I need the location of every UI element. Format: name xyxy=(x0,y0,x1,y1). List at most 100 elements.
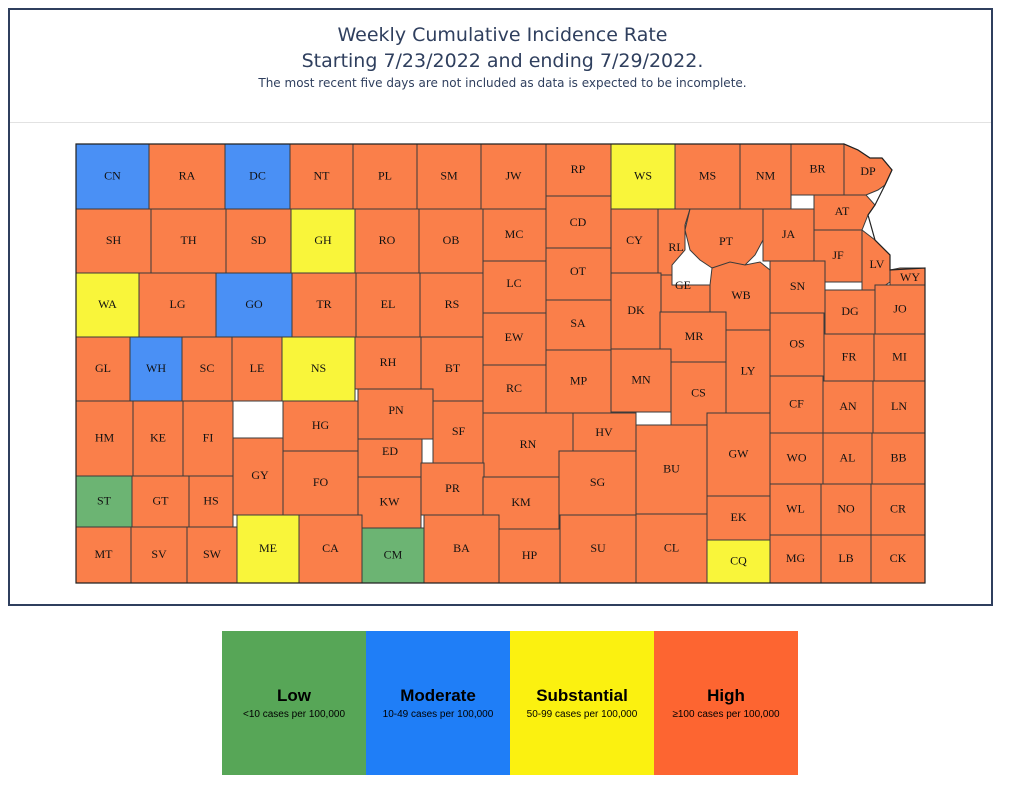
county-rp: RP xyxy=(545,143,612,197)
county-sv: SV xyxy=(130,526,188,584)
county-label-mp: MP xyxy=(570,373,588,387)
county-gl: GL xyxy=(75,336,131,402)
county-wl: WL xyxy=(769,483,822,536)
county-shape-dk xyxy=(610,272,662,350)
county-shape-ly xyxy=(725,329,771,414)
county-kw: KW xyxy=(357,476,422,529)
legend-substantial-desc: 50-99 cases per 100,000 xyxy=(526,709,638,720)
county-cn: CN xyxy=(75,143,150,210)
county-label-gw: GW xyxy=(729,446,750,460)
county-go: GO xyxy=(215,272,293,338)
county-sh: SH xyxy=(75,208,152,274)
county-shape-ob xyxy=(418,208,484,274)
county-bb: BB xyxy=(871,432,926,485)
county-hm: HM xyxy=(75,400,134,477)
county-sf: SF xyxy=(432,400,485,464)
county-shape-ed xyxy=(357,438,423,478)
county-label-cr: CR xyxy=(890,501,906,515)
county-label-wh: WH xyxy=(146,361,166,375)
county-label-ns: NS xyxy=(311,361,326,375)
county-lb: LB xyxy=(820,534,872,584)
county-an: AN xyxy=(822,380,874,434)
county-label-sc: SC xyxy=(200,361,215,375)
county-shape-hv xyxy=(572,412,637,452)
state-outline xyxy=(75,143,926,584)
county-label-rp: RP xyxy=(571,162,586,176)
county-ek: EK xyxy=(706,495,771,541)
county-ge: GE xyxy=(657,274,711,313)
date-range-title: Starting 7/23/2022 and ending 7/29/2022. xyxy=(301,50,704,72)
county-label-ca: CA xyxy=(322,541,339,555)
county-cd: CD xyxy=(545,195,612,249)
county-cr: CR xyxy=(870,483,926,536)
legend-high-name: High xyxy=(707,686,745,705)
county-ed: ED xyxy=(357,438,423,478)
county-label-me: ME xyxy=(259,541,277,555)
county-shape-bu xyxy=(635,424,708,515)
county-label-mr: MR xyxy=(685,329,704,343)
county-fo: FO xyxy=(282,450,359,516)
county-ns: NS xyxy=(281,336,356,402)
county-label-wl: WL xyxy=(786,501,805,515)
county-label-pr: PR xyxy=(445,481,460,495)
county-label-ws: WS xyxy=(634,168,652,182)
county-label-cm: CM xyxy=(384,547,403,561)
county-label-ot: OT xyxy=(570,264,587,278)
county-label-lc: LC xyxy=(506,276,521,290)
county-label-sw: SW xyxy=(203,547,222,561)
county-label-rs: RS xyxy=(445,297,460,311)
county-label-ja: JA xyxy=(782,227,796,241)
county-label-hv: HV xyxy=(595,425,613,439)
county-shape-ck xyxy=(870,534,926,584)
county-shape-sn xyxy=(769,260,826,314)
county-label-ba: BA xyxy=(453,541,470,555)
county-dg: DG xyxy=(824,289,876,335)
county-shape-jo xyxy=(874,284,926,335)
county-label-sd: SD xyxy=(251,233,267,247)
legend-low-name: Low xyxy=(277,686,311,705)
county-sw: SW xyxy=(186,526,238,584)
county-shape-hs xyxy=(188,475,234,528)
county-cf: CF xyxy=(769,375,824,434)
county-label-dp: DP xyxy=(860,164,876,178)
county-label-dk: DK xyxy=(627,303,645,317)
county-jo: JO xyxy=(874,284,926,335)
county-shape-gt xyxy=(131,475,190,528)
county-shape-lc xyxy=(482,260,547,314)
county-jw: JW xyxy=(480,143,547,210)
county-shape-ba xyxy=(423,514,500,584)
county-bu: BU xyxy=(635,424,708,515)
county-gt: GT xyxy=(131,475,190,528)
county-sm: SM xyxy=(416,143,482,210)
county-label-hm: HM xyxy=(95,430,115,444)
county-br: BR xyxy=(790,143,845,196)
county-shape-pr xyxy=(420,462,485,516)
county-shape-br xyxy=(790,143,845,196)
county-shape-ns xyxy=(281,336,356,402)
county-dp: DP xyxy=(843,143,893,196)
county-label-nm: NM xyxy=(756,168,776,182)
county-shape-ro xyxy=(354,208,420,274)
county-ro: RO xyxy=(354,208,420,274)
county-shape-go xyxy=(215,272,293,338)
county-label-km: KM xyxy=(511,495,531,509)
county-pr: PR xyxy=(420,462,485,516)
county-rl: RL xyxy=(657,208,691,276)
county-at: AT xyxy=(813,194,876,231)
county-st: ST xyxy=(75,475,133,528)
county-ke: KE xyxy=(132,400,184,477)
county-ob: OB xyxy=(418,208,484,274)
data-note: The most recent five days are not includ… xyxy=(258,76,747,90)
county-label-lv: LV xyxy=(870,257,885,271)
county-nt: NT xyxy=(289,143,354,210)
county-label-fo: FO xyxy=(313,475,329,489)
county-label-sv: SV xyxy=(151,547,167,561)
county-ew: EW xyxy=(482,312,547,366)
county-shape-ms xyxy=(674,143,741,210)
county-el: EL xyxy=(355,272,421,338)
county-shape-wa xyxy=(75,272,140,338)
county-label-ms: MS xyxy=(699,168,716,182)
county-shape-dg xyxy=(824,289,876,335)
county-shape-jw xyxy=(480,143,547,210)
county-su: SU xyxy=(559,514,637,584)
